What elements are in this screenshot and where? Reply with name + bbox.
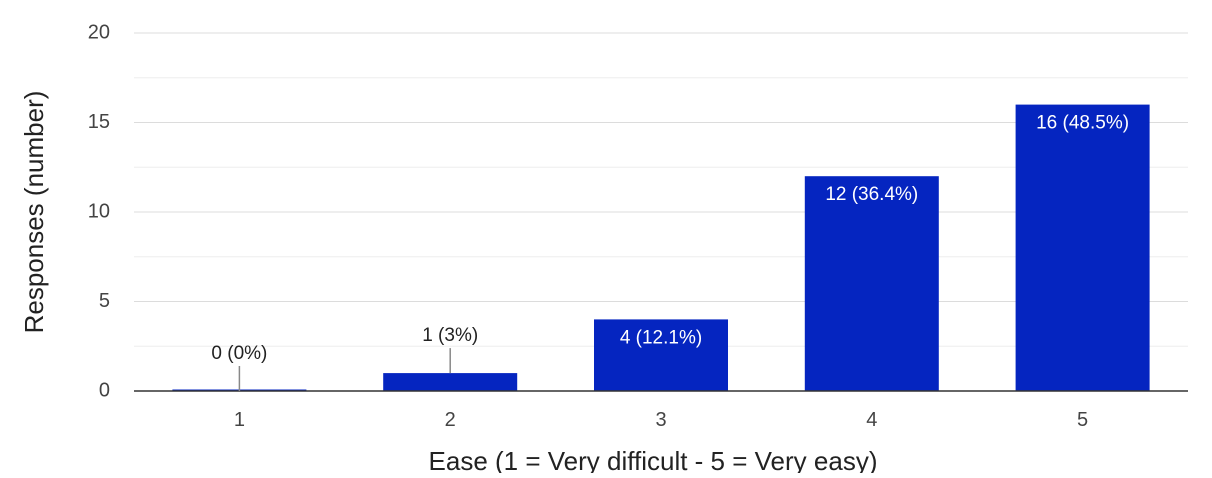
data-label: 1 (3%) [422, 325, 478, 346]
data-label: 4 (12.1%) [620, 327, 702, 348]
axis-layer: 0 5 10 15 20 1 2 3 4 5 [88, 21, 1188, 431]
x-tick-label: 3 [655, 409, 666, 431]
x-tick-label: 5 [1077, 409, 1088, 431]
bar-5 [1015, 104, 1150, 391]
data-label: 16 (48.5%) [1036, 113, 1129, 134]
x-tick-label: 1 [234, 409, 245, 431]
data-label: 0 (0%) [211, 343, 267, 364]
bar-3 [594, 319, 728, 391]
bar-4 [804, 176, 939, 391]
y-tick-label: 0 [99, 379, 110, 401]
x-tick-label: 2 [445, 409, 456, 431]
grid-layer [134, 32, 1188, 347]
y-axis-title: Responses (number) [19, 91, 49, 334]
bar-layer [172, 104, 1150, 391]
data-label: 12 (36.4%) [825, 184, 918, 205]
label-layer: 0 (0%) 1 (3%) 4 (12.1%) 12 (36.4%) 16 (48.5%… [211, 113, 1129, 391]
y-tick-label: 15 [88, 111, 110, 133]
x-axis-title: Ease (1 = Very difficult - 5 = Very easy… [429, 446, 878, 473]
y-tick-label: 10 [88, 200, 110, 222]
bar-2 [383, 373, 518, 391]
y-tick-label: 20 [88, 21, 110, 43]
y-tick-label: 5 [99, 290, 110, 312]
x-tick-label: 4 [866, 409, 877, 431]
